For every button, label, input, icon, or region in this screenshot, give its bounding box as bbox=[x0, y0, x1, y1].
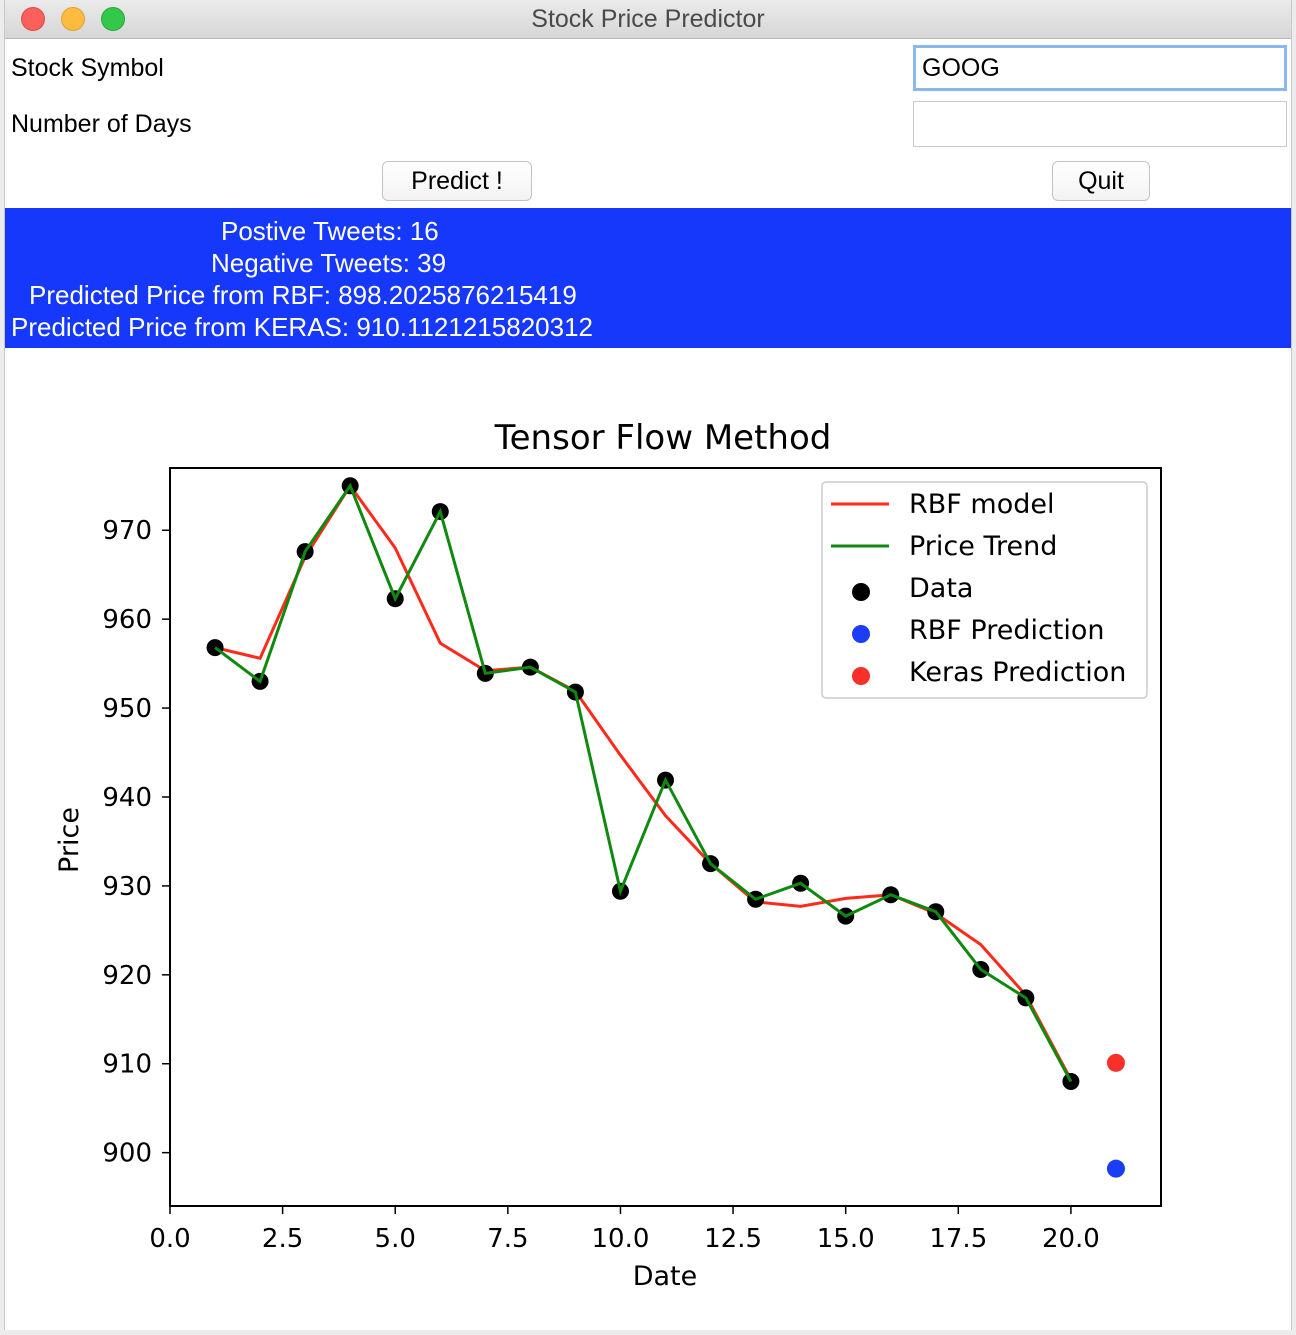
title-bar: Stock Price Predictor bbox=[5, 0, 1291, 39]
price-chart: Tensor Flow Method Date Price 0.0 2.5 5.0 7… bbox=[54, 418, 1162, 1292]
y-tick-label: 970 bbox=[102, 516, 152, 546]
chart-area: Tensor Flow Method Date Price 0.0 2.5 5.0 7… bbox=[5, 348, 1292, 1330]
keras-prediction-text: Predicted Price from KERAS: 910.11212158… bbox=[11, 312, 593, 342]
legend-price-trend-label: Price Trend bbox=[909, 531, 1057, 562]
x-tick-label: 10.0 bbox=[592, 1224, 650, 1254]
price-trend-line bbox=[214, 482, 1073, 1083]
y-tick-label: 910 bbox=[102, 1050, 152, 1080]
legend-data-swatch bbox=[852, 583, 870, 601]
y-tick-label: 940 bbox=[102, 783, 152, 813]
legend-keras-prediction-label: Keras Prediction bbox=[909, 657, 1126, 688]
chart-title: Tensor Flow Method bbox=[494, 418, 832, 458]
y-tick-label: 950 bbox=[102, 694, 152, 724]
zoom-window-button[interactable] bbox=[101, 7, 125, 31]
x-tick-label: 5.0 bbox=[375, 1224, 416, 1254]
y-tick-label: 900 bbox=[102, 1139, 152, 1169]
x-tick-label: 0.0 bbox=[149, 1224, 190, 1254]
keras-prediction-point bbox=[1106, 1053, 1125, 1072]
results-panel: Postive Tweets: 16 Negative Tweets: 39 P… bbox=[5, 208, 1291, 348]
y-tick-label: 930 bbox=[102, 872, 152, 902]
close-window-button[interactable] bbox=[21, 7, 45, 31]
y-tick-label: 920 bbox=[102, 961, 152, 991]
legend-rbf-model-label: RBF model bbox=[909, 489, 1054, 520]
predict-button[interactable]: Predict ! bbox=[382, 161, 532, 201]
minimize-window-button[interactable] bbox=[61, 7, 85, 31]
number-of-days-input[interactable] bbox=[913, 101, 1287, 147]
x-tick-label: 12.5 bbox=[704, 1224, 762, 1254]
negative-tweets-text: Negative Tweets: 39 bbox=[211, 248, 447, 278]
x-tick-label: 7.5 bbox=[487, 1224, 528, 1254]
stock-symbol-input[interactable] bbox=[913, 45, 1287, 91]
stock-symbol-label: Stock Symbol bbox=[11, 54, 164, 82]
plot-frame bbox=[169, 467, 1162, 1207]
legend-rbf-prediction-label: RBF Prediction bbox=[909, 615, 1105, 646]
x-tick-label: 15.0 bbox=[817, 1224, 875, 1254]
app-window: Stock Price Predictor Stock Symbol Numbe… bbox=[4, 0, 1292, 1330]
rbf-prediction-point bbox=[1106, 1159, 1125, 1178]
y-axis-label: Price bbox=[54, 807, 85, 873]
rbf-prediction-text: Predicted Price from RBF: 898.2025876215… bbox=[29, 280, 577, 310]
legend-box bbox=[821, 481, 1148, 699]
x-axis-label: Date bbox=[633, 1261, 698, 1292]
legend-keras-prediction-swatch bbox=[852, 667, 870, 685]
x-tick-label: 20.0 bbox=[1042, 1224, 1100, 1254]
legend-rbf-prediction-swatch bbox=[852, 625, 870, 643]
x-tick-label: 17.5 bbox=[929, 1224, 987, 1254]
legend-data-label: Data bbox=[909, 573, 973, 604]
positive-tweets-text: Postive Tweets: 16 bbox=[221, 216, 439, 246]
number-of-days-label: Number of Days bbox=[11, 110, 192, 138]
quit-button[interactable]: Quit bbox=[1052, 161, 1150, 201]
x-tick-label: 2.5 bbox=[262, 1224, 303, 1254]
window-title: Stock Price Predictor bbox=[531, 5, 765, 33]
y-tick-label: 960 bbox=[102, 605, 152, 635]
